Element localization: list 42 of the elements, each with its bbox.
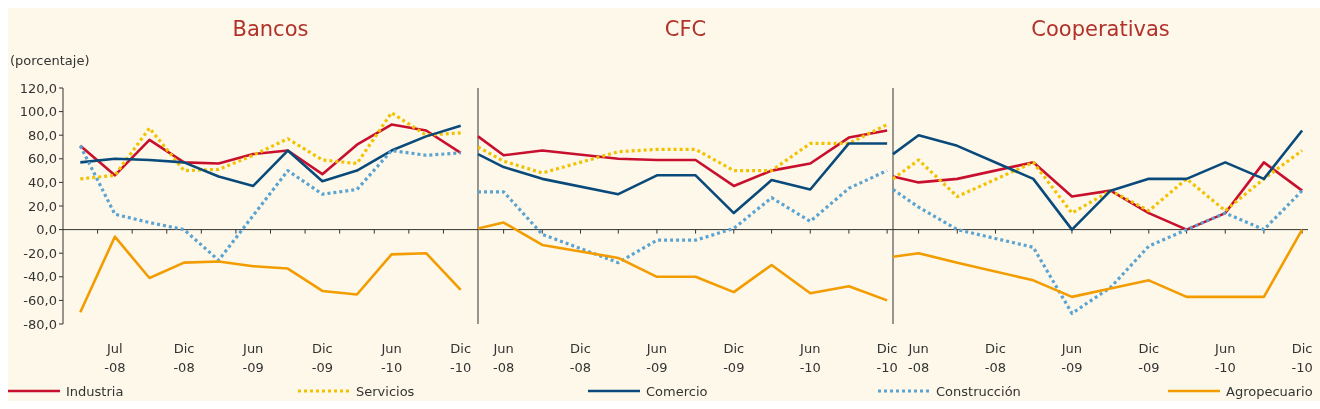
x-tick-label: Dic -10 — [1291, 341, 1313, 375]
y-axis-title: (porcentaje) — [10, 53, 90, 68]
line-series — [78, 124, 463, 188]
x-tick-label: Dic -09 — [1138, 341, 1160, 375]
x-tick-label: Jun -10 — [380, 341, 403, 375]
x-tick-label: Dic -10 — [450, 341, 472, 375]
x-tick-label: Jun -09 — [242, 341, 264, 375]
x-tick-label: Dic -09 — [723, 341, 745, 375]
line-series — [78, 111, 463, 181]
chart-title: Cooperativas — [1031, 17, 1170, 41]
x-tick-label: Jun -10 — [1214, 341, 1236, 375]
line-series — [78, 235, 463, 314]
y-tick-label: 40,0 — [28, 174, 57, 190]
x-tick-label: Dic -08 — [173, 341, 195, 375]
x-tick-label: Jun -10 — [799, 341, 821, 375]
x-tick-label: Dic -08 — [984, 341, 1007, 375]
x-tick-label: Jun -09 — [1060, 341, 1083, 375]
legend-label: Agropecuario — [1226, 384, 1313, 399]
x-tick-label: Dic -10 — [876, 341, 898, 375]
legend-label: Servicios — [356, 384, 415, 399]
line-series — [78, 144, 463, 262]
y-tick-label: -20,0 — [23, 245, 57, 261]
y-tick-label: 60,0 — [28, 151, 57, 167]
x-tick-label: Jun -09 — [645, 341, 668, 375]
chart-title: CFC — [664, 17, 707, 41]
y-tick-label: 120,0 — [19, 80, 57, 96]
y-tick-label: 0,0 — [36, 222, 57, 238]
y-tick-label: 100,0 — [19, 104, 57, 120]
legend-label: Construcción — [936, 384, 1021, 399]
chart-title: Bancos — [232, 17, 309, 41]
x-tick-label: Jul -08 — [104, 341, 126, 375]
legend-label: Comercio — [646, 384, 708, 399]
legend-label: Industria — [66, 384, 124, 399]
x-tick-label: Dic -08 — [569, 341, 592, 375]
x-tick-label: Jun -08 — [492, 341, 515, 375]
y-tick-label: -80,0 — [23, 316, 57, 332]
x-tick-label: Dic -09 — [311, 341, 333, 375]
y-tick-label: 80,0 — [28, 127, 57, 143]
x-tick-label: Jun -08 — [907, 341, 930, 375]
y-tick-label: -40,0 — [23, 269, 57, 285]
y-tick-label: -60,0 — [23, 292, 57, 308]
y-tick-label: 20,0 — [28, 198, 57, 214]
